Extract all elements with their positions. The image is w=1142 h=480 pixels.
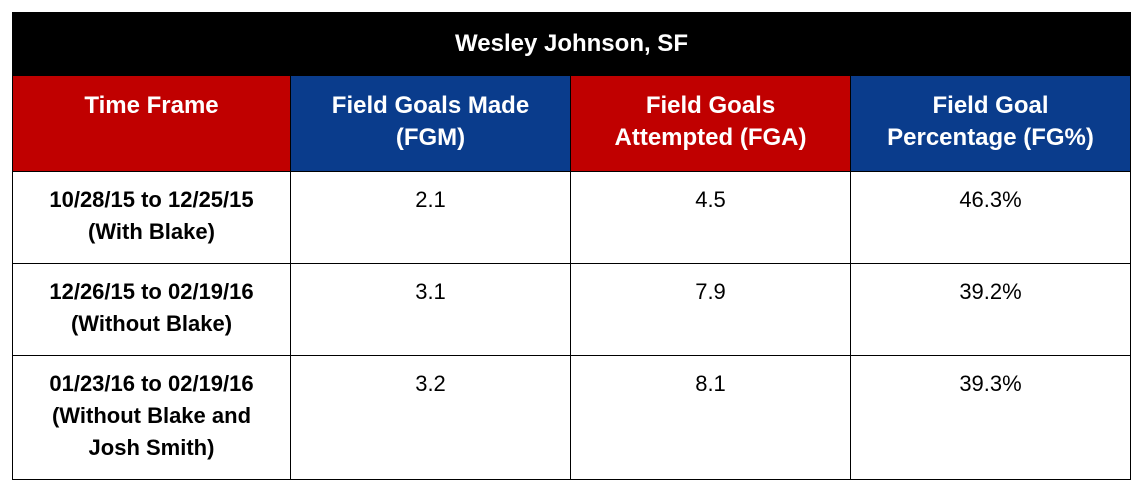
header-fg-percentage: Field Goal Percentage (FG%)	[849, 75, 1132, 172]
table-row: 12/26/15 to 02/19/16 (Without Blake) 3.1…	[12, 263, 1132, 356]
fg-percentage-cell: 39.3%	[849, 355, 1132, 480]
time-frame-line: (With Blake)	[88, 219, 215, 244]
fgm-cell: 3.2	[290, 355, 571, 480]
header-fgm-line1: Field Goals Made	[331, 92, 530, 119]
table-row: 01/23/16 to 02/19/16 (Without Blake and …	[12, 355, 1132, 480]
header-fga-line1: Field Goals	[645, 92, 776, 119]
time-frame-cell: 10/28/15 to 12/25/15 (With Blake)	[12, 171, 291, 264]
header-fgm: Field Goals Made (FGM)	[290, 75, 571, 172]
time-frame-line: (Without Blake)	[70, 311, 233, 336]
header-fgp-line2: Percentage (FG%)	[887, 124, 1094, 151]
stats-table-container: Wesley Johnson, SF Time Frame Field Goal…	[11, 12, 1132, 480]
header-fga-line2: Attempted (FGA)	[614, 124, 807, 151]
time-frame-line: 12/26/15 to 02/19/16	[49, 279, 254, 304]
time-frame-line: 01/23/16 to 02/19/16	[49, 371, 254, 396]
header-fgm-line2: (FGM)	[395, 124, 466, 151]
fgm-cell: 3.1	[290, 263, 571, 356]
time-frame-cell: 12/26/15 to 02/19/16 (Without Blake)	[12, 263, 291, 356]
title-row: Wesley Johnson, SF	[11, 12, 1132, 76]
header-row: Time Frame Field Goals Made (FGM) Field …	[12, 75, 1132, 172]
fga-cell: 7.9	[570, 263, 851, 356]
time-frame-line: Josh Smith)	[88, 435, 215, 460]
header-fgp-line1: Field Goal	[932, 92, 1049, 119]
fga-cell: 4.5	[570, 171, 851, 264]
header-time-frame: Time Frame	[12, 75, 291, 172]
fga-cell: 8.1	[570, 355, 851, 480]
stats-table: Wesley Johnson, SF Time Frame Field Goal…	[11, 12, 1132, 480]
header-fga: Field Goals Attempted (FGA)	[570, 75, 851, 172]
header-time-frame-line1: Time Frame	[84, 92, 219, 119]
fgm-cell: 2.1	[290, 171, 571, 264]
fg-percentage-cell: 39.2%	[849, 263, 1132, 356]
table-title: Wesley Johnson, SF	[11, 12, 1132, 76]
time-frame-cell: 01/23/16 to 02/19/16 (Without Blake and …	[12, 355, 291, 480]
table-row: 10/28/15 to 12/25/15 (With Blake) 2.1 4.…	[12, 171, 1132, 264]
fg-percentage-cell: 46.3%	[849, 171, 1132, 264]
time-frame-line: (Without Blake and	[51, 403, 252, 428]
time-frame-line: 10/28/15 to 12/25/15	[49, 187, 254, 212]
